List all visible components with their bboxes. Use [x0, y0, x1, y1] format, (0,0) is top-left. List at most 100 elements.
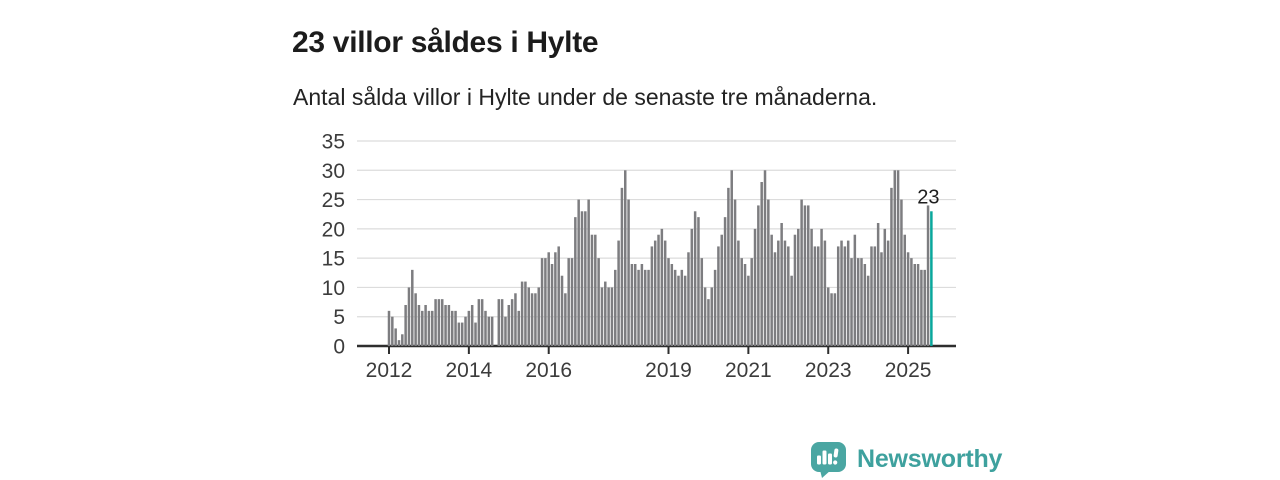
bar — [517, 310, 521, 346]
bar — [836, 246, 840, 346]
bar — [487, 316, 491, 346]
bar — [550, 264, 554, 346]
bar — [807, 205, 810, 346]
bar — [394, 328, 397, 346]
bar — [440, 299, 444, 346]
bar — [637, 269, 640, 346]
bar — [467, 310, 471, 346]
bar — [480, 299, 484, 346]
bar — [617, 240, 620, 346]
bar — [747, 275, 750, 346]
bar — [510, 299, 514, 346]
bar — [554, 252, 557, 346]
bar — [470, 305, 474, 346]
bar — [624, 170, 627, 346]
y-tick-label: 10 — [322, 277, 345, 300]
bar — [391, 316, 394, 346]
bar — [770, 234, 773, 346]
bar — [570, 258, 574, 346]
bar — [846, 240, 850, 346]
x-tick-label: 2025 — [885, 359, 932, 382]
bar — [816, 246, 820, 346]
bar — [447, 305, 451, 346]
bar — [607, 287, 610, 346]
bar — [710, 287, 714, 346]
bar — [763, 170, 767, 346]
bar — [913, 264, 916, 346]
bar — [833, 293, 837, 346]
bar — [707, 299, 710, 346]
bar — [484, 310, 487, 346]
brand-name: Newsworthy — [857, 445, 1003, 473]
x-tick-label: 2016 — [525, 359, 572, 382]
bar — [407, 287, 411, 346]
bar — [464, 316, 467, 346]
y-tick-label: 5 — [333, 306, 345, 329]
bar — [697, 217, 700, 346]
bar — [830, 293, 833, 346]
bar — [397, 340, 401, 346]
bar — [810, 228, 813, 346]
bar — [906, 252, 910, 346]
bar — [444, 305, 447, 346]
bar — [657, 234, 660, 346]
bar — [557, 246, 560, 346]
bar — [910, 258, 913, 346]
bar — [530, 293, 534, 346]
bar — [730, 170, 733, 346]
bar — [507, 305, 511, 346]
bar — [417, 305, 421, 346]
y-tick-label: 30 — [322, 160, 345, 183]
bar — [630, 264, 634, 346]
bar — [690, 228, 694, 346]
bar — [577, 199, 580, 346]
bar — [850, 258, 853, 346]
bar — [604, 281, 607, 346]
bar — [787, 246, 790, 346]
bar — [760, 182, 763, 346]
bar — [680, 269, 684, 346]
bar — [783, 240, 787, 346]
bar — [843, 246, 847, 346]
bar — [860, 258, 863, 346]
bar — [427, 310, 431, 346]
bar — [477, 299, 481, 346]
bar — [863, 264, 867, 346]
bar — [650, 246, 654, 346]
bar — [404, 305, 407, 346]
bar — [780, 223, 783, 346]
bar — [580, 211, 584, 346]
bar — [587, 199, 590, 346]
bar — [683, 275, 687, 346]
bar — [524, 281, 527, 346]
bar — [727, 187, 730, 346]
bar — [560, 275, 564, 346]
x-tick-label: 2023 — [805, 359, 852, 382]
bar — [514, 293, 517, 346]
bar — [900, 199, 903, 346]
bar — [693, 211, 697, 346]
bar — [540, 258, 544, 346]
bar — [803, 205, 807, 346]
bar — [421, 310, 424, 346]
bar — [584, 211, 587, 346]
bar — [880, 252, 883, 346]
bar — [840, 240, 843, 346]
bar — [893, 170, 897, 346]
bar — [590, 234, 594, 346]
bar — [723, 217, 727, 346]
bar — [820, 228, 823, 346]
bar — [474, 322, 477, 346]
bar — [777, 240, 780, 346]
bar — [733, 199, 737, 346]
bar — [460, 322, 464, 346]
bar — [750, 258, 753, 346]
bar — [767, 199, 770, 346]
bar — [677, 275, 680, 346]
bar — [411, 269, 414, 346]
y-tick-label: 0 — [333, 336, 345, 359]
bar — [594, 234, 597, 346]
bar — [920, 269, 923, 346]
bar — [547, 252, 550, 346]
